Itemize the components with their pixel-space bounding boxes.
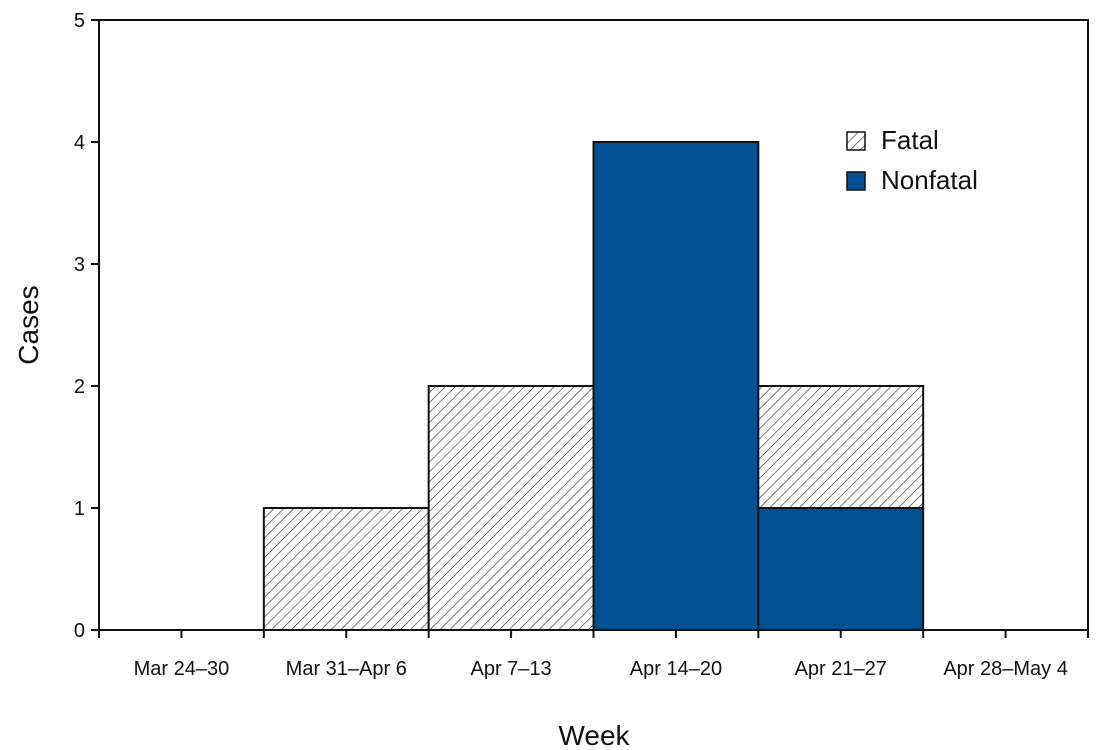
x-tick-label: Apr 7–13	[470, 658, 551, 680]
x-tick-label: Apr 21–27	[795, 658, 887, 680]
x-tick-label: Apr 28–May 4	[943, 658, 1068, 680]
bar-fatal	[427, 385, 595, 631]
y-axis: 0 1 2 3 4 5	[74, 10, 99, 642]
y-tick-label: 4	[74, 132, 85, 154]
legend-label-fatal: Fatal	[881, 125, 939, 155]
bars-group	[262, 141, 925, 631]
bar-fatal	[757, 385, 925, 509]
y-axis-label: Cases	[13, 285, 44, 364]
y-tick-label: 2	[74, 376, 85, 398]
x-axis-label: Week	[558, 720, 630, 750]
y-tick-label: 5	[74, 10, 85, 32]
bar-nonfatal	[592, 141, 760, 631]
legend-label-nonfatal: Nonfatal	[881, 165, 978, 195]
bar-fatal	[262, 507, 430, 631]
x-tick-label: Mar 31–Apr 6	[286, 658, 407, 680]
legend-swatch-nonfatal	[846, 171, 866, 191]
y-tick-label: 1	[74, 498, 85, 520]
y-tick-label: 3	[74, 254, 85, 276]
legend-swatch-fatal	[846, 131, 866, 151]
x-tick-label: Apr 14–20	[630, 658, 722, 680]
y-tick-label: 0	[74, 620, 85, 642]
bar-nonfatal	[757, 507, 925, 631]
x-tick-label: Mar 24–30	[134, 658, 230, 680]
legend: Fatal Nonfatal	[846, 125, 978, 195]
x-axis: Mar 24–30 Mar 31–Apr 6 Apr 7–13 Apr 14–20 Ap…	[98, 630, 1089, 680]
